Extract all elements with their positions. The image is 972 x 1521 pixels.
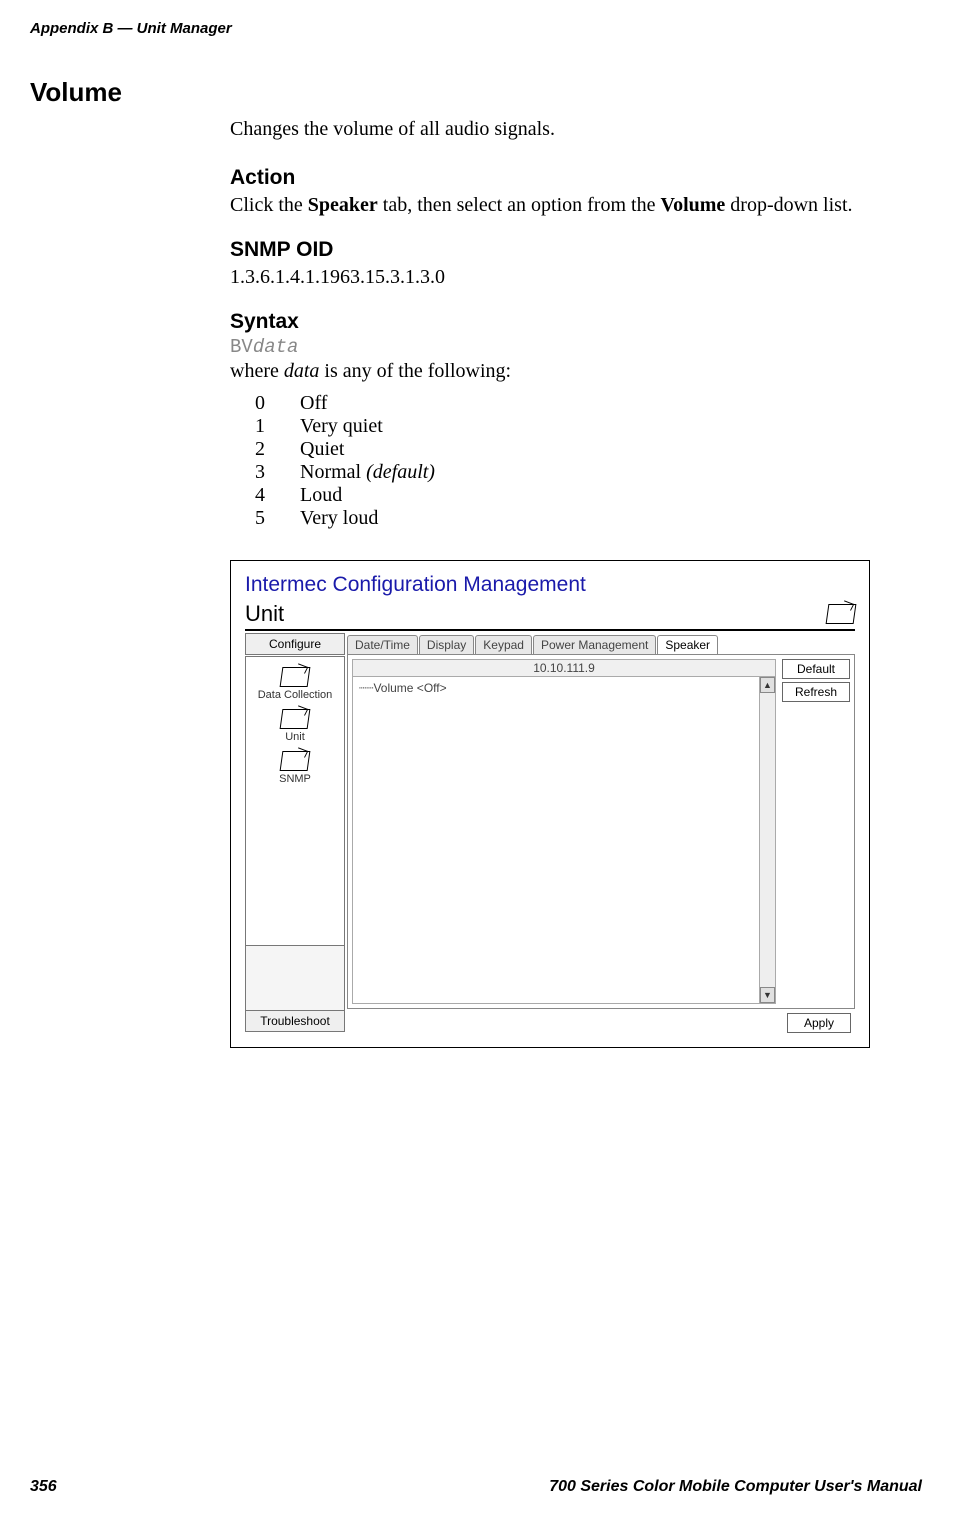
value-label: Loud <box>300 484 342 507</box>
value-key: 1 <box>255 415 300 438</box>
intro-text: Changes the volume of all audio signals. <box>230 118 922 141</box>
card-icon <box>280 667 311 687</box>
card-icon <box>826 604 857 624</box>
value-key: 2 <box>255 438 300 461</box>
value-row: 0 Off <box>255 392 922 415</box>
syntax-where: where data is any of the following: <box>230 358 922 384</box>
scroll-up-icon[interactable]: ▲ <box>760 677 775 693</box>
fig-unit-row: Unit <box>245 601 855 631</box>
sidebar-btn-troubleshoot[interactable]: Troubleshoot <box>245 1010 345 1032</box>
value-label: Very quiet <box>300 415 383 438</box>
page-footer: 356 700 Series Color Mobile Computer Use… <box>30 1478 922 1496</box>
action-text: Click the Speaker tab, then select an op… <box>230 192 922 218</box>
tab-keypad[interactable]: Keypad <box>475 635 532 654</box>
tab-display[interactable]: Display <box>419 635 474 654</box>
value-label: Off <box>300 392 327 415</box>
fig-title: Intermec Configuration Management <box>245 573 855 597</box>
snmp-value: 1.3.6.1.4.1.1963.15.3.1.3.0 <box>230 264 922 290</box>
value-label-ital: (default) <box>366 461 435 483</box>
value-key: 3 <box>255 461 300 484</box>
page-number: 356 <box>30 1478 57 1496</box>
tab-power-management[interactable]: Power Management <box>533 635 656 654</box>
tree-pane: 10.10.111.9 ┈┈Volume <Off> ▲ ▼ <box>352 659 776 1004</box>
sidebar-box: Data Collection Unit SNMP <box>245 656 345 946</box>
sidebar-spacer <box>245 946 345 1010</box>
tab-datetime[interactable]: Date/Time <box>347 635 418 654</box>
action-pre: Click the <box>230 194 308 216</box>
apply-row: Apply <box>347 1009 855 1033</box>
action-bold1: Speaker <box>308 194 378 216</box>
apply-button[interactable]: Apply <box>787 1013 851 1033</box>
value-label: Very loud <box>300 507 378 530</box>
syntax-code-prefix: BV <box>230 336 253 358</box>
tree-box: ┈┈Volume <Off> ▲ ▼ <box>352 677 776 1004</box>
syntax-where-ital: data <box>284 360 320 382</box>
action-bold2: Volume <box>660 194 725 216</box>
scrollbar[interactable]: ▲ ▼ <box>759 677 775 1003</box>
sidebar-item-snmp[interactable]: SNMP <box>279 751 311 785</box>
sidebar-item-label: Unit <box>285 731 305 743</box>
fig-sidebar: Configure Data Collection Unit SNMP <box>245 633 345 1033</box>
sidebar-item-label: SNMP <box>279 773 311 785</box>
fig-body: Configure Data Collection Unit SNMP <box>245 633 855 1033</box>
fig-unit-label: Unit <box>245 601 284 627</box>
action-mid: tab, then select an option from the <box>378 194 661 216</box>
manual-title: 700 Series Color Mobile Computer User's … <box>549 1478 922 1496</box>
syntax-where-pre: where <box>230 360 284 382</box>
value-row: 5 Very loud <box>255 507 922 530</box>
syntax-value-list: 0 Off 1 Very quiet 2 Quiet 3 Normal (def… <box>255 392 922 530</box>
value-row: 3 Normal (default) <box>255 461 922 484</box>
sidebar-item-data-collection[interactable]: Data Collection <box>258 667 333 701</box>
syntax-code-suffix: data <box>253 336 299 358</box>
tab-strip: Date/Time Display Keypad Power Managemen… <box>347 635 855 654</box>
page: Appendix B — Unit Manager Volume Changes… <box>0 0 972 1521</box>
sidebar-btn-configure[interactable]: Configure <box>245 633 345 655</box>
card-icon <box>280 709 311 729</box>
ip-header: 10.10.111.9 <box>352 659 776 677</box>
default-button[interactable]: Default <box>782 659 850 679</box>
value-label: Quiet <box>300 438 344 461</box>
value-row: 4 Loud <box>255 484 922 507</box>
heading-snmp: SNMP OID <box>230 238 922 262</box>
value-key: 5 <box>255 507 300 530</box>
tree-content[interactable]: ┈┈Volume <Off> <box>353 677 759 1003</box>
value-row: 2 Quiet <box>255 438 922 461</box>
value-label: Normal (default) <box>300 461 435 484</box>
heading-syntax: Syntax <box>230 310 922 334</box>
syntax-where-post: is any of the following: <box>319 360 511 382</box>
refresh-button[interactable]: Refresh <box>782 682 850 702</box>
sidebar-item-label: Data Collection <box>258 689 333 701</box>
value-key: 4 <box>255 484 300 507</box>
section-title-volume: Volume <box>30 77 922 108</box>
syntax-code: BVdata <box>230 336 922 358</box>
value-label-text: Normal <box>300 461 366 483</box>
tab-speaker[interactable]: Speaker <box>657 635 718 654</box>
heading-action: Action <box>230 166 922 190</box>
config-screenshot: Intermec Configuration Management Unit C… <box>230 560 870 1048</box>
value-row: 1 Very quiet <box>255 415 922 438</box>
sidebar-item-unit[interactable]: Unit <box>281 709 309 743</box>
card-icon <box>280 751 311 771</box>
value-key: 0 <box>255 392 300 415</box>
tab-body: 10.10.111.9 ┈┈Volume <Off> ▲ ▼ Default <box>347 654 855 1009</box>
action-post: drop-down list. <box>725 194 852 216</box>
fig-main: Date/Time Display Keypad Power Managemen… <box>347 633 855 1033</box>
section-body: Changes the volume of all audio signals.… <box>230 118 922 1048</box>
right-buttons: Default Refresh <box>782 659 850 1004</box>
scroll-down-icon[interactable]: ▼ <box>760 987 775 1003</box>
running-head: Appendix B — Unit Manager <box>30 20 922 37</box>
